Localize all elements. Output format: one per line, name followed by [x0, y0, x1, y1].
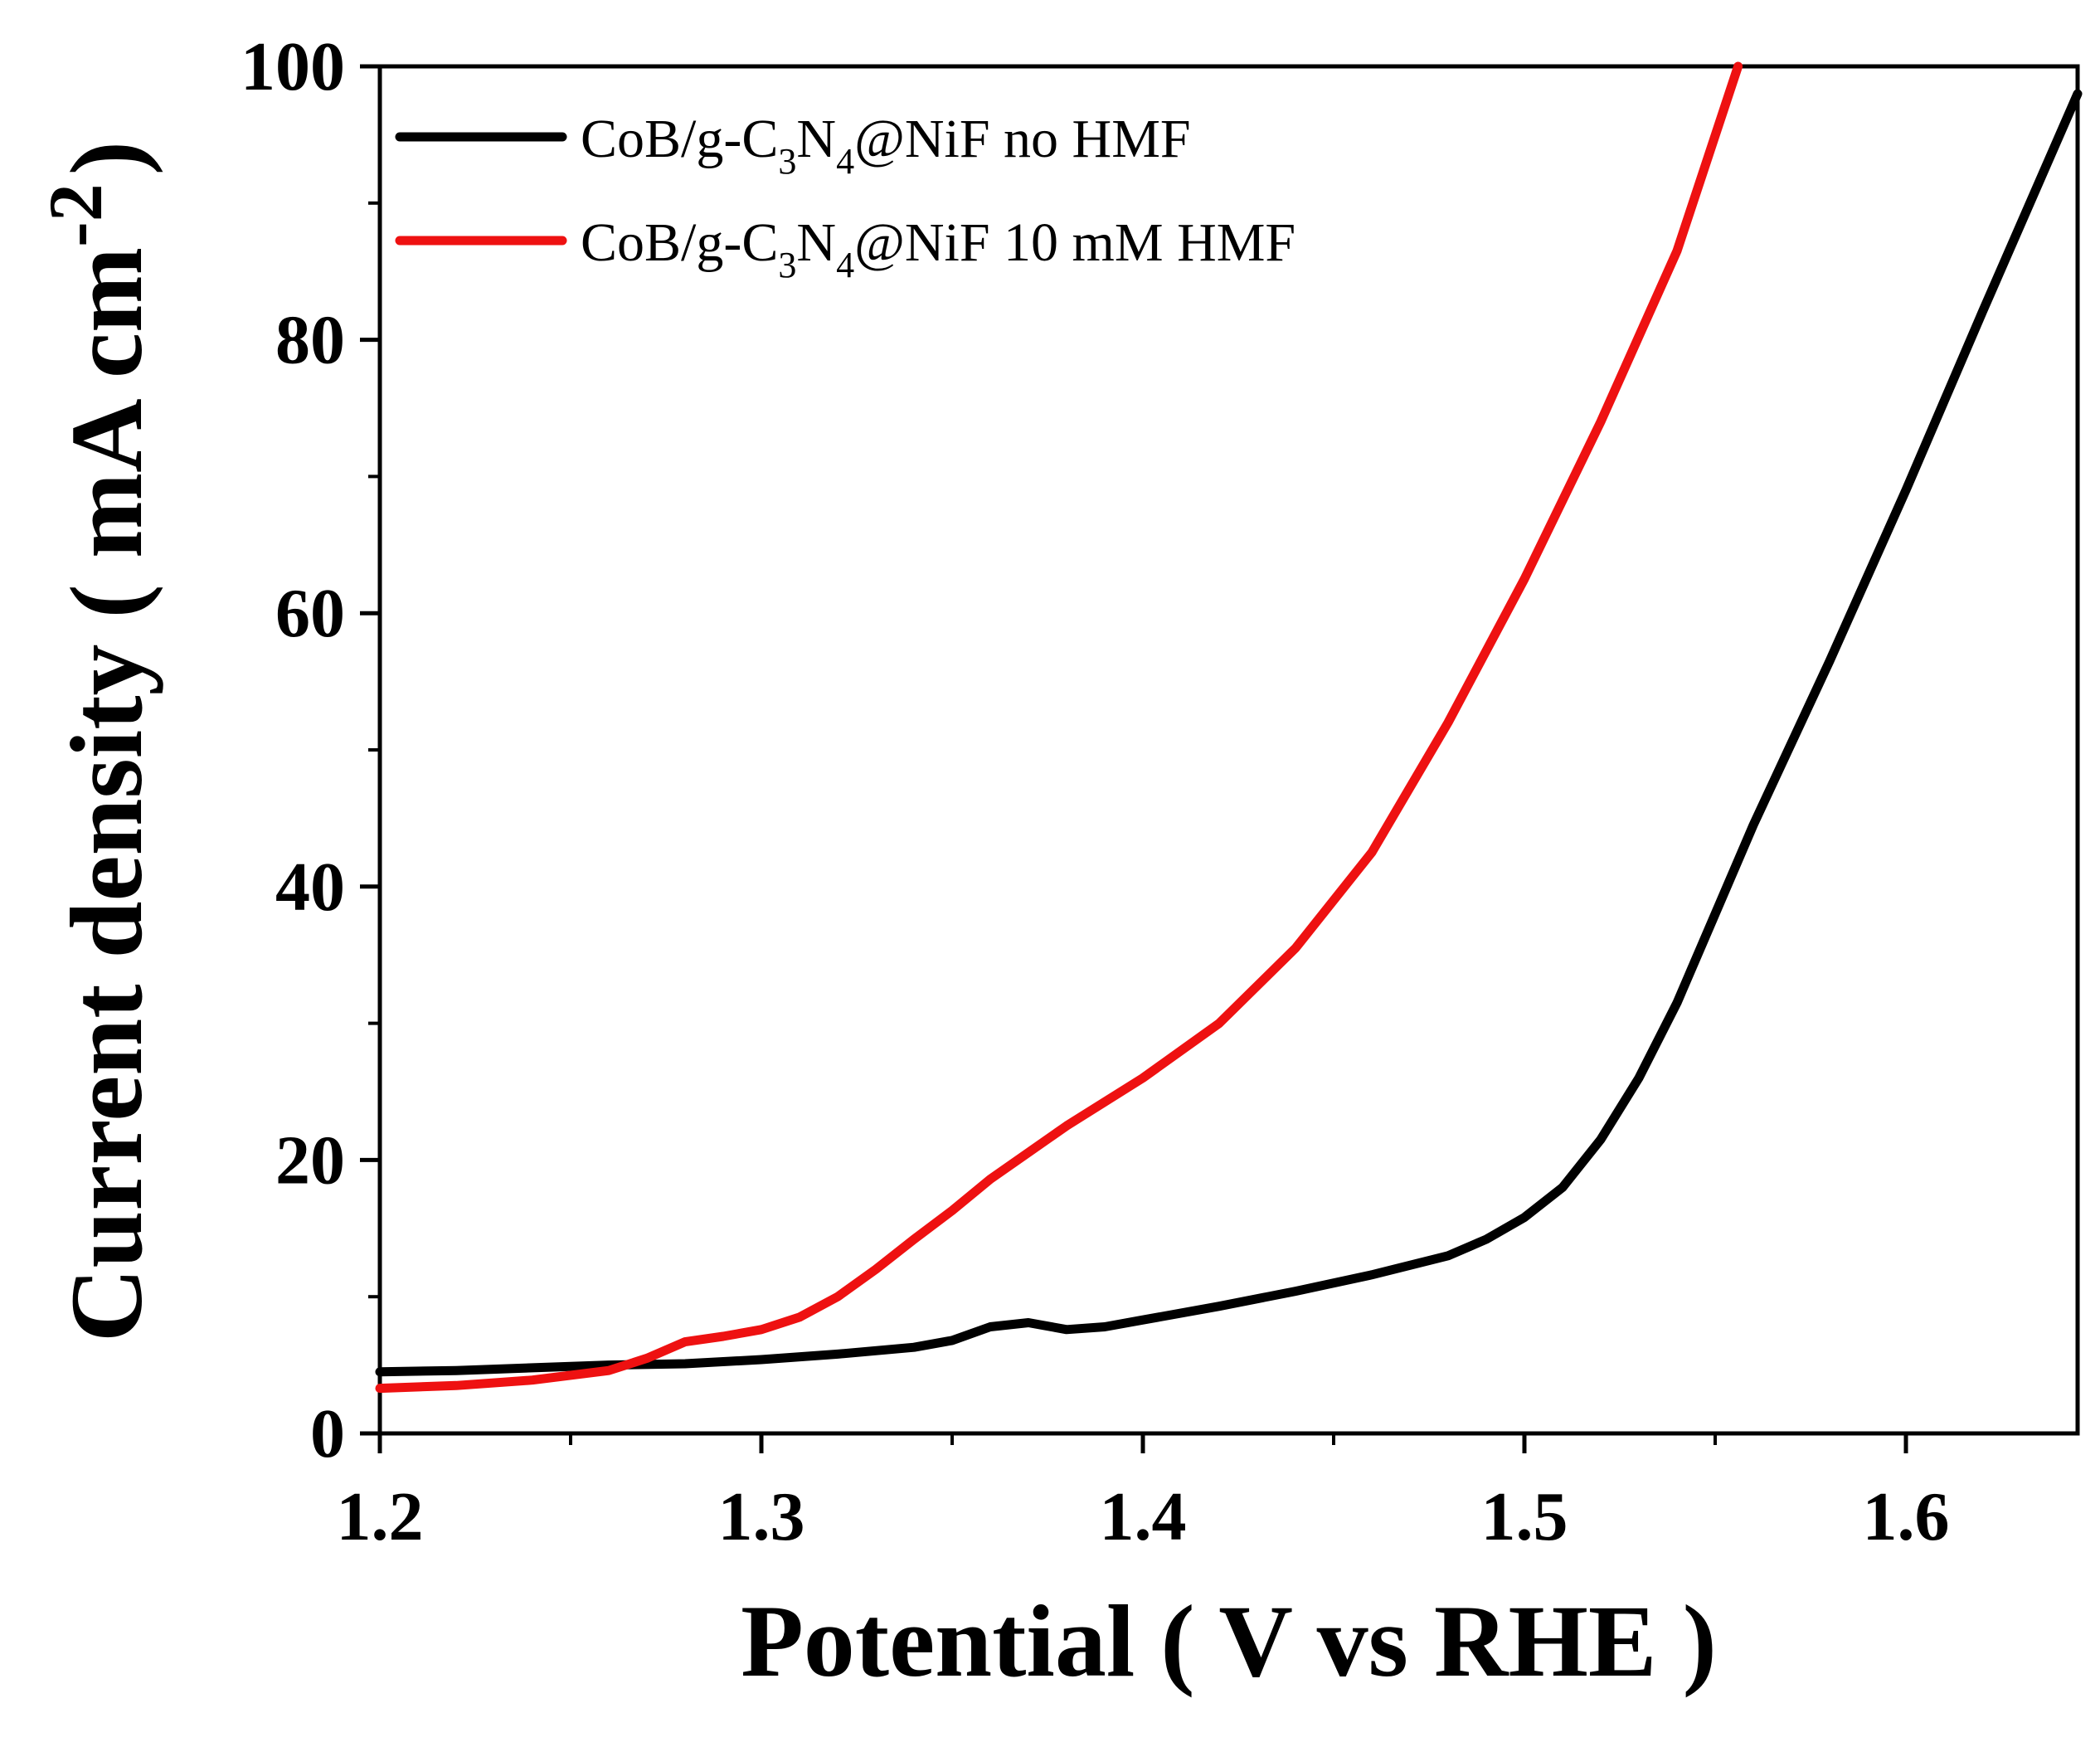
y-tick-label: 60 — [275, 575, 345, 652]
y-axis-title: Current density ( mA cm-2) — [33, 141, 163, 1342]
series-layer — [375, 61, 2083, 1394]
legend-label-part: 3 — [778, 245, 796, 285]
y-tick-label: 0 — [310, 1395, 345, 1472]
x-tick-label: 1.3 — [718, 1478, 805, 1555]
x-tick-label: 1.5 — [1481, 1478, 1568, 1555]
svg-text:Current density ( mA cm-2): Current density ( mA cm-2) — [33, 141, 163, 1342]
y-axis: 0 20 40 60 80 100 — [241, 28, 380, 1472]
legend-label-part: 4 — [836, 141, 854, 182]
legend-label-part: CoB/g-C — [581, 212, 778, 273]
legend-label-part: N — [796, 212, 836, 273]
y-tick-label: 80 — [275, 302, 345, 379]
series-no-hmf-line — [375, 89, 2083, 1377]
y-tick-label: 40 — [275, 849, 345, 926]
legend-label: CoB/g-C3N4@NiF no HMF — [581, 109, 1191, 182]
x-tick-label: 1.6 — [1863, 1478, 1950, 1555]
y-axis-title-text: Current density ( mA cm — [50, 247, 163, 1342]
x-axis-title: Potential ( V vs RHE ) — [741, 1584, 1717, 1698]
legend-label-part: @NiF no HMF — [854, 109, 1191, 169]
legend-label-part: CoB/g-C — [581, 109, 778, 169]
legend-label-part: @NiF 10 mM HMF — [854, 212, 1295, 273]
legend-label-part: 3 — [778, 141, 796, 182]
x-tick-label: 1.4 — [1100, 1478, 1187, 1555]
legend-label-part: N — [796, 109, 836, 169]
legend-label: CoB/g-C3N4@NiF 10 mM HMF — [581, 212, 1295, 285]
x-axis: 1.2 1.3 1.4 1.5 1.6 — [337, 1433, 1950, 1555]
x-tick-label: 1.2 — [337, 1478, 424, 1555]
y-axis-title-superscript: -2 — [33, 183, 118, 247]
y-tick-label: 100 — [241, 28, 345, 105]
series-10mm-hmf-line — [375, 61, 1743, 1394]
legend-label-part: 4 — [836, 245, 854, 285]
y-tick-label: 20 — [275, 1122, 345, 1199]
y-axis-title-close: ) — [50, 141, 163, 175]
